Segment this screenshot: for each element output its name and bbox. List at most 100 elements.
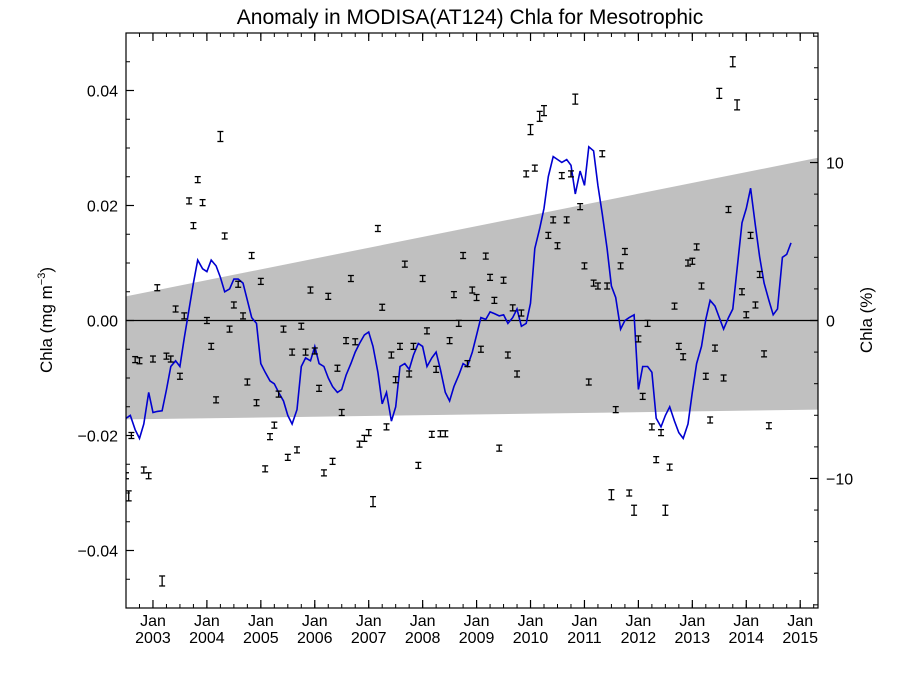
y2-tick-label: −10 — [826, 471, 853, 488]
chart-title: Anomaly in MODISA(AT124) Chla for Mesotr… — [237, 6, 703, 29]
x-tick-month: Jan — [733, 613, 759, 630]
data-point — [235, 280, 242, 288]
data-point — [415, 461, 422, 470]
data-point — [396, 342, 403, 351]
data-point — [379, 303, 386, 311]
data-point — [203, 316, 210, 325]
data-point — [711, 344, 718, 352]
data-point — [725, 205, 732, 214]
data-point — [536, 110, 543, 123]
data-point — [181, 312, 188, 320]
data-point — [558, 171, 565, 180]
data-point — [518, 309, 525, 317]
data-point — [217, 130, 224, 143]
data-point — [230, 301, 237, 309]
data-point — [446, 336, 453, 345]
data-point — [433, 365, 440, 374]
data-point — [653, 455, 660, 464]
data-point — [734, 99, 741, 111]
data-point — [500, 276, 507, 284]
data-point — [631, 504, 638, 516]
data-point — [352, 338, 359, 346]
data-point — [635, 335, 642, 343]
data-point — [509, 304, 516, 312]
data-point — [662, 504, 669, 516]
data-point — [423, 327, 430, 335]
data-point — [756, 270, 763, 279]
data-point — [383, 423, 390, 431]
data-point — [666, 463, 673, 471]
data-point — [311, 347, 318, 355]
data-point — [244, 378, 251, 386]
data-point — [194, 175, 201, 184]
data-point — [585, 378, 592, 386]
data-point — [702, 372, 709, 380]
data-point — [365, 428, 372, 437]
data-point — [325, 292, 332, 301]
data-point — [644, 319, 651, 328]
data-point — [338, 408, 345, 417]
data-point — [531, 164, 538, 172]
data-point — [392, 376, 399, 384]
x-tick-year: 2013 — [675, 630, 711, 647]
data-point — [545, 231, 552, 240]
x-tick-month: Jan — [356, 613, 382, 630]
data-point — [594, 282, 601, 290]
data-point — [567, 170, 574, 178]
data-point — [370, 495, 377, 508]
data-point — [455, 319, 462, 328]
data-point — [293, 446, 300, 454]
data-point — [262, 465, 269, 473]
x-tick-month: Jan — [625, 613, 651, 630]
data-point — [765, 422, 772, 430]
x-tick-month: Jan — [787, 613, 813, 630]
data-point — [464, 359, 471, 368]
data-point — [689, 257, 696, 265]
data-point — [491, 296, 498, 305]
x-tick-year: 2005 — [243, 630, 279, 647]
data-point — [541, 104, 548, 117]
data-point — [280, 325, 287, 333]
data-point — [208, 342, 215, 351]
data-point — [437, 430, 444, 438]
data-point — [477, 345, 484, 353]
data-point — [581, 262, 588, 270]
data-point — [159, 575, 166, 587]
data-point — [648, 423, 655, 431]
data-point — [698, 282, 705, 290]
data-point — [298, 322, 305, 330]
data-point — [163, 352, 170, 360]
y-axis-ticks: 0.04 0.02 0.00 −0.02 −0.04 — [78, 32, 134, 609]
data-point — [743, 311, 750, 319]
x-tick-year: 2004 — [189, 630, 225, 647]
data-point — [680, 353, 687, 361]
data-point — [199, 198, 206, 207]
y2-tick-label: 0 — [826, 314, 835, 331]
x-tick-year: 2011 — [567, 630, 602, 647]
data-point — [738, 288, 745, 296]
data-point — [154, 284, 161, 292]
data-point — [450, 290, 457, 299]
data-point — [626, 489, 633, 497]
x-tick-year: 2012 — [621, 630, 657, 647]
data-point — [604, 282, 611, 290]
data-point — [302, 348, 309, 356]
data-point — [639, 392, 646, 401]
data-point — [707, 416, 714, 424]
data-point — [617, 262, 624, 270]
data-point — [720, 374, 727, 382]
data-point — [527, 123, 534, 136]
x-tick-month: Jan — [302, 613, 328, 630]
data-point — [523, 170, 530, 178]
x-tick-year: 2008 — [405, 630, 441, 647]
x-tick-month: Jan — [464, 613, 490, 630]
data-point — [658, 428, 665, 437]
data-point — [136, 357, 143, 365]
x-tick-month: Jan — [248, 613, 274, 630]
data-point — [347, 274, 354, 283]
y2-tick-label: 10 — [826, 156, 844, 173]
data-point — [167, 355, 174, 363]
x-tick-year: 2014 — [728, 630, 764, 647]
data-point — [572, 93, 579, 105]
